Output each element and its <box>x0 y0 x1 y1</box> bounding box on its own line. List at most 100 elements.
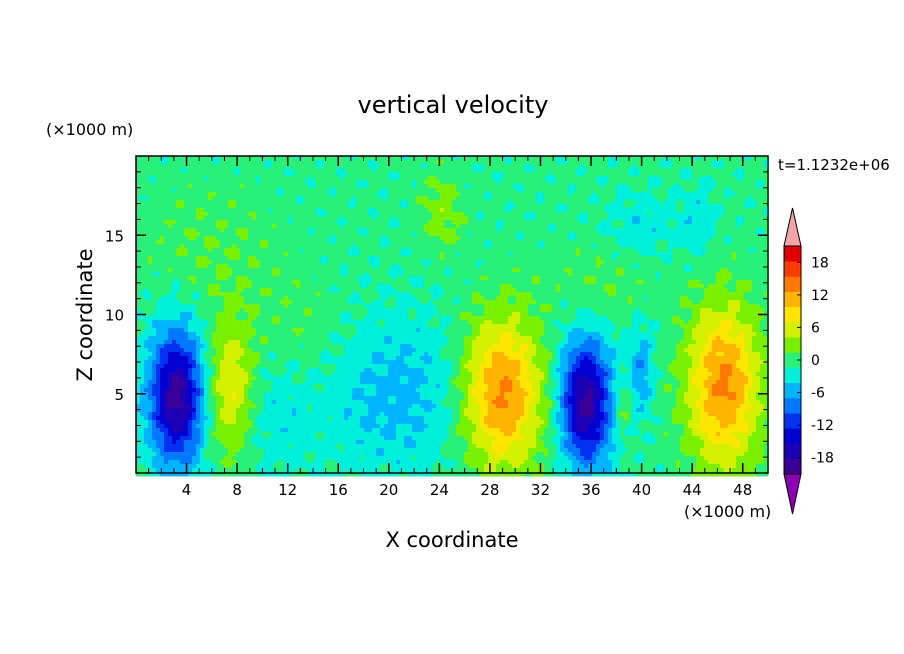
field-cell <box>528 248 533 253</box>
field-cell <box>264 204 269 209</box>
field-cell <box>568 268 573 273</box>
field-cell <box>208 208 213 213</box>
field-cell <box>372 220 377 225</box>
field-cell <box>280 264 285 269</box>
field-cell <box>236 220 241 225</box>
field-cell <box>276 196 281 201</box>
field-cell <box>688 260 693 265</box>
field-cell <box>284 180 289 185</box>
field-cell <box>632 156 637 161</box>
field-cell <box>300 208 305 213</box>
field-cell <box>732 228 737 233</box>
field-cell <box>296 164 301 169</box>
field-cell <box>736 216 741 221</box>
field-cell <box>272 216 277 221</box>
field-cell <box>240 160 245 165</box>
field-cell <box>640 268 645 273</box>
field-cell <box>564 220 569 225</box>
field-cell <box>744 184 749 189</box>
field-cell <box>312 168 317 173</box>
field-cell <box>332 236 337 241</box>
field-cell <box>552 192 557 197</box>
field-cell <box>392 192 397 197</box>
field-cell <box>176 240 181 245</box>
field-cell <box>192 192 197 197</box>
field-cell <box>452 260 457 265</box>
field-cell <box>404 268 409 273</box>
field-cell <box>148 160 153 165</box>
field-cell <box>544 256 549 261</box>
field-cell <box>280 232 285 237</box>
field-cell <box>660 224 665 229</box>
field-cell <box>376 172 381 177</box>
field-cell <box>184 180 189 185</box>
field-cell <box>748 224 753 229</box>
field-cell <box>568 264 573 269</box>
field-cell <box>548 276 553 281</box>
field-cell <box>628 160 633 165</box>
field-cell <box>504 176 509 181</box>
field-cell <box>256 260 261 265</box>
field-cell <box>404 216 409 221</box>
field-cell <box>136 156 141 161</box>
field-cell <box>736 224 741 229</box>
field-cell <box>716 224 721 229</box>
field-cell <box>336 248 341 253</box>
field-cell <box>568 240 573 245</box>
field-cell <box>616 248 621 253</box>
field-cell <box>404 220 409 225</box>
field-cell <box>532 228 537 233</box>
field-cell <box>228 216 233 221</box>
field-cell <box>288 184 293 189</box>
field-cell <box>316 184 321 189</box>
field-cell <box>688 228 693 233</box>
field-cell <box>336 220 341 225</box>
field-cell <box>544 172 549 177</box>
field-cell <box>504 168 509 173</box>
field-cell <box>360 260 365 265</box>
field-cell <box>484 276 489 281</box>
field-cell <box>520 208 525 213</box>
field-cell <box>404 232 409 237</box>
field-cell <box>448 232 453 237</box>
field-cell <box>448 276 453 281</box>
field-cell <box>388 176 393 181</box>
field-cell <box>372 156 377 161</box>
field-cell <box>176 280 181 285</box>
field-cell <box>188 280 193 285</box>
field-cell <box>248 164 253 169</box>
field-cell <box>640 208 645 213</box>
field-cell <box>300 184 305 189</box>
field-cell <box>140 236 145 241</box>
field-cell <box>456 264 461 269</box>
field-cell <box>328 204 333 209</box>
field-cell <box>176 204 181 209</box>
field-cell <box>300 228 305 233</box>
field-cell <box>196 188 201 193</box>
field-cell <box>160 240 165 245</box>
field-cell <box>704 244 709 249</box>
field-cell <box>352 176 357 181</box>
field-cell <box>372 236 377 241</box>
field-cell <box>404 156 409 161</box>
field-cell <box>220 228 225 233</box>
field-cell <box>228 260 233 265</box>
field-cell <box>160 168 165 173</box>
field-cell <box>452 232 457 237</box>
field-cell <box>580 172 585 177</box>
field-cell <box>144 212 149 217</box>
field-cell <box>188 276 193 281</box>
field-cell <box>720 212 725 217</box>
field-cell <box>212 276 217 281</box>
field-cell <box>576 276 581 281</box>
field-cell <box>640 272 645 277</box>
field-cell <box>504 252 509 257</box>
field-cell <box>488 168 493 173</box>
field-cell <box>196 236 201 241</box>
field-cell <box>292 276 297 281</box>
field-cell <box>412 224 417 229</box>
field-cell <box>564 204 569 209</box>
field-cell <box>428 264 433 269</box>
field-cell <box>188 240 193 245</box>
field-cell <box>304 224 309 229</box>
